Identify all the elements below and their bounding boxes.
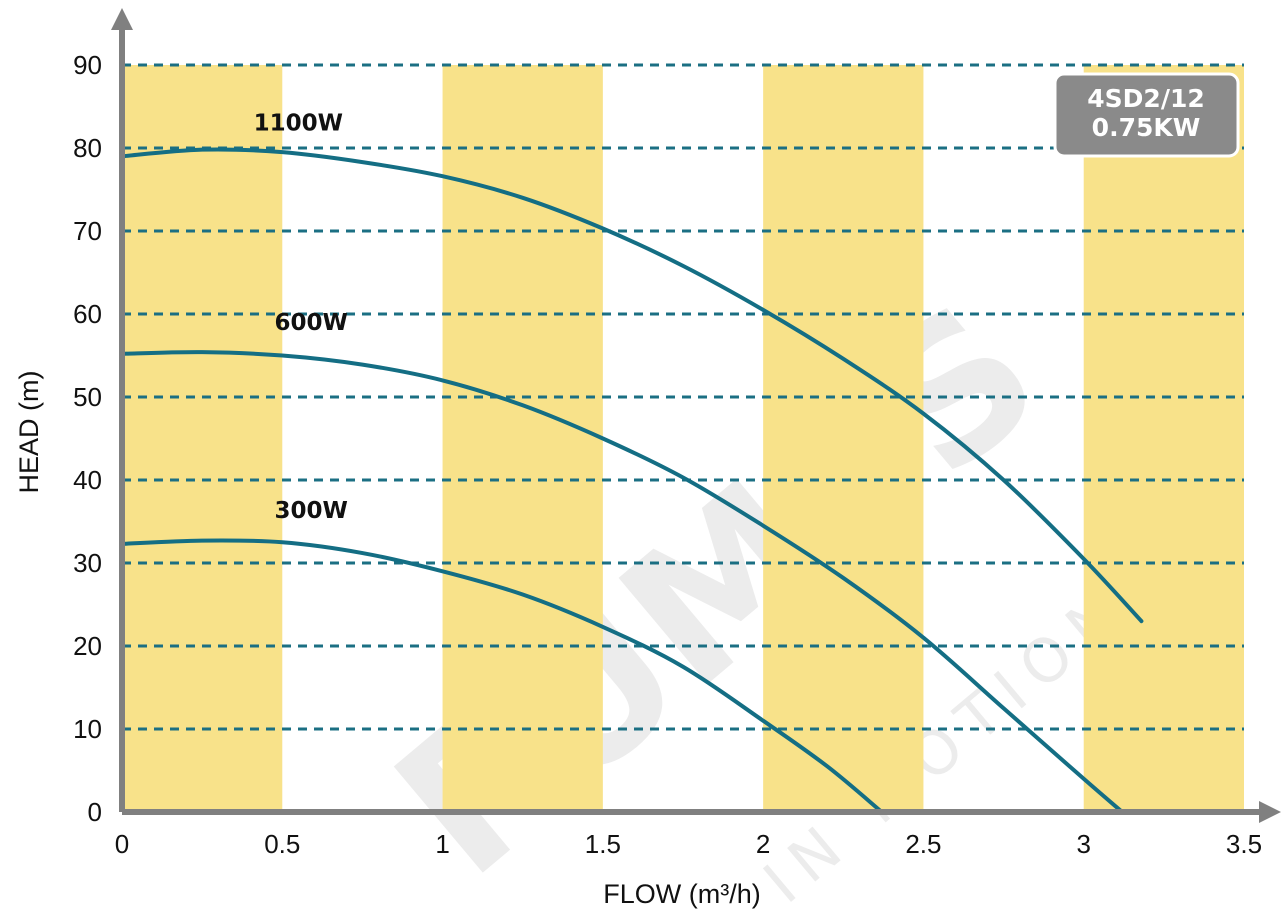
y-tick-label: 60 bbox=[73, 299, 102, 329]
x-tick-label: 0.5 bbox=[264, 829, 300, 859]
shaded-band bbox=[763, 65, 924, 812]
y-tick-label: 40 bbox=[73, 465, 102, 495]
y-tick-label: 30 bbox=[73, 548, 102, 578]
curves bbox=[120, 147, 1144, 814]
tick-labels: 0 0.5 1 1.5 2 2.5 3 3.5 0 10 20 30 40 50 60 70 80 90 bbox=[73, 50, 1262, 859]
y-tick-label: 50 bbox=[73, 382, 102, 412]
curve-1100w bbox=[120, 147, 1144, 624]
shaded-band bbox=[1083, 65, 1244, 812]
shaded-band bbox=[122, 65, 283, 812]
y-tick-label: 20 bbox=[73, 631, 102, 661]
y-tick-label: 0 bbox=[88, 797, 102, 827]
x-tick-label: 2.5 bbox=[905, 829, 941, 859]
model-badge-line-2: 0.75KW bbox=[1092, 113, 1201, 142]
y-tick-label: 90 bbox=[73, 50, 102, 80]
shaded-band bbox=[442, 65, 603, 812]
model-badge: 4SD2/12 0.75KW bbox=[1053, 72, 1240, 158]
curve-300w bbox=[120, 538, 884, 814]
x-tick-label: 1 bbox=[435, 829, 449, 859]
curve-600w bbox=[120, 350, 1125, 814]
shaded-bands bbox=[122, 65, 1244, 812]
curve-labels: 1100W 600W 300W bbox=[254, 111, 348, 525]
model-badge-line-1: 4SD2/12 bbox=[1087, 84, 1204, 113]
y-tick-label: 10 bbox=[73, 714, 102, 744]
curve-label-1100w: 1100W bbox=[254, 111, 343, 137]
curve-label-600w: 600W bbox=[274, 310, 347, 336]
x-tick-label: 3 bbox=[1076, 829, 1090, 859]
curve-label-300w: 300W bbox=[274, 498, 347, 524]
x-tick-label: 0 bbox=[115, 829, 129, 859]
y-axis-arrow bbox=[111, 8, 133, 30]
x-tick-label: 1.5 bbox=[585, 829, 621, 859]
x-axis-title: FLOW (m³/h) bbox=[603, 879, 760, 909]
x-tick-label: 2 bbox=[756, 829, 770, 859]
y-tick-label: 80 bbox=[73, 133, 102, 163]
x-tick-label: 3.5 bbox=[1226, 829, 1262, 859]
y-axis-title: HEAD (m) bbox=[14, 371, 44, 494]
y-tick-label: 70 bbox=[73, 216, 102, 246]
x-axis-arrow bbox=[1259, 801, 1281, 823]
model-badge-box bbox=[1053, 72, 1240, 158]
axes bbox=[111, 8, 1281, 823]
